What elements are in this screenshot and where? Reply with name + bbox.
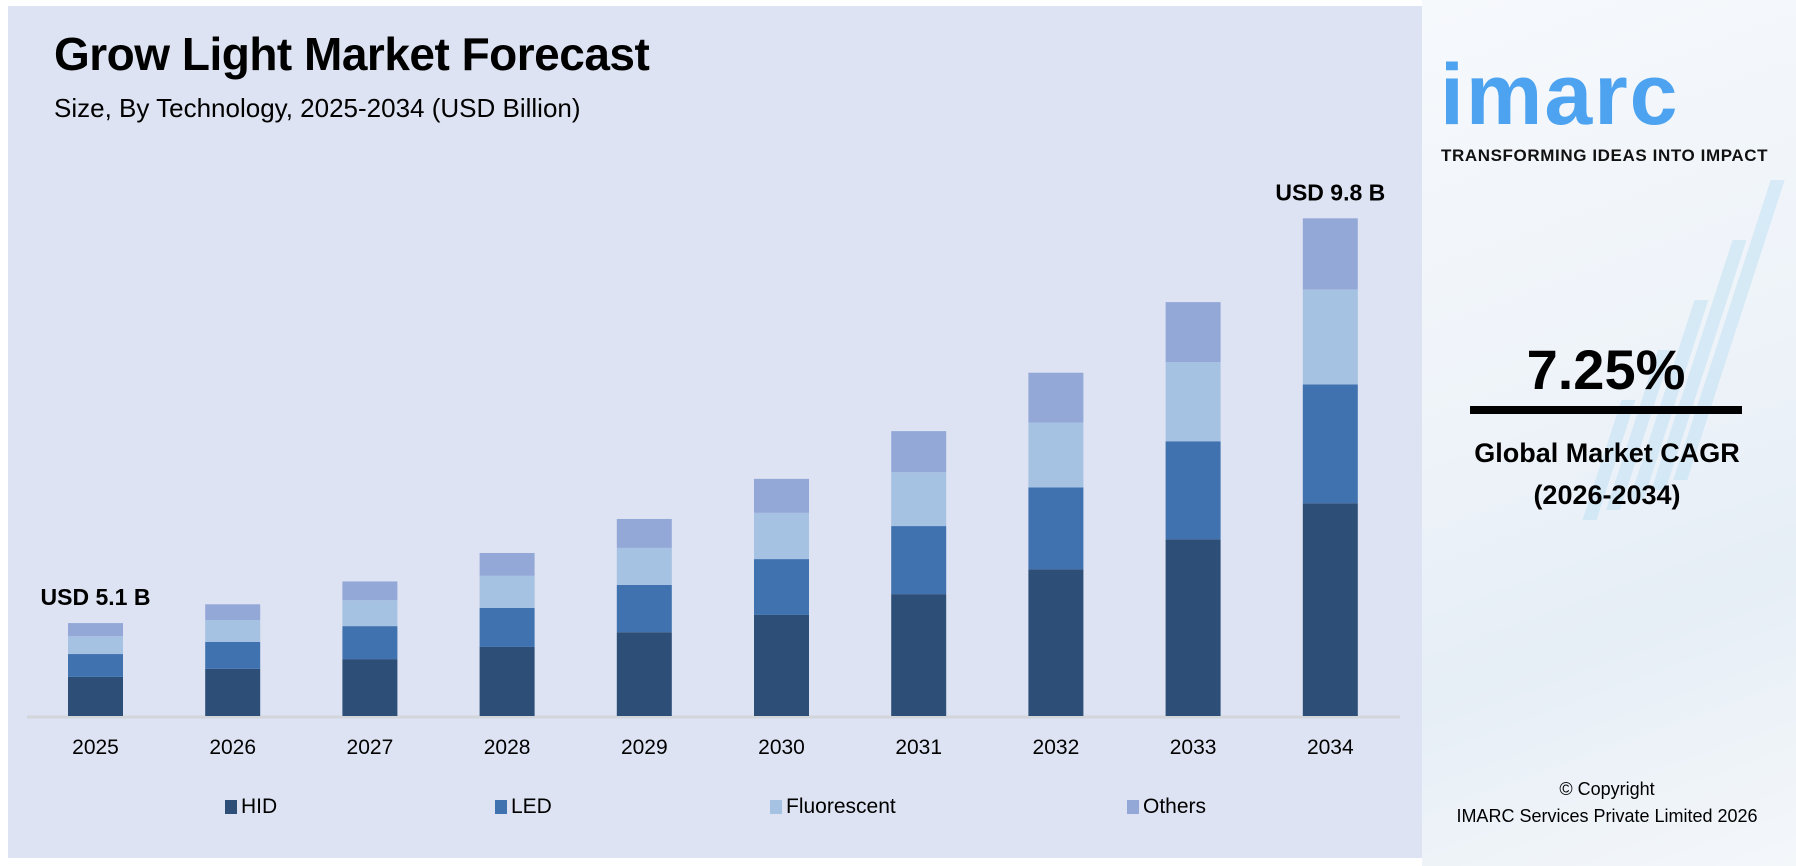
- bar-segment-others-2025: [68, 623, 123, 637]
- x-tick-label: 2032: [1033, 736, 1080, 759]
- bar-segment-others-2029: [616, 518, 672, 548]
- bar-segment-fluorescent-2026: [205, 620, 261, 642]
- bar-segment-fluorescent-2028: [479, 575, 535, 608]
- legend-item-hid: HID: [225, 795, 277, 819]
- bar-segment-hid-2030: [754, 614, 809, 716]
- chart-subtitle: Size, By Technology, 2025-2034 (USD Bill…: [54, 93, 581, 123]
- cagr-divider: [1470, 406, 1742, 414]
- total-value-label: USD 9.8 B: [1275, 179, 1385, 205]
- bar-segment-fluorescent-2033: [1165, 362, 1221, 442]
- bar-segment-others-2034: [1302, 218, 1358, 290]
- legend-item-others: Others: [1127, 795, 1206, 819]
- bar-segment-led-2034: [1302, 384, 1358, 504]
- bar-segment-hid-2032: [1028, 569, 1084, 716]
- imarc-logo: imarc: [1440, 47, 1680, 143]
- bar-segment-others-2028: [479, 552, 535, 576]
- x-tick-label: 2028: [484, 736, 531, 759]
- bar-segment-hid-2025: [68, 676, 123, 716]
- bar-segment-led-2027: [342, 626, 398, 660]
- bar-segment-fluorescent-2031: [891, 472, 947, 527]
- bar-segment-hid-2033: [1165, 539, 1221, 716]
- bar-segment-led-2025: [68, 654, 123, 677]
- bar-segment-fluorescent-2034: [1302, 289, 1358, 385]
- cagr-value: 7.25%: [1526, 338, 1686, 401]
- bar-segment-fluorescent-2025: [68, 636, 123, 655]
- legend-swatch-hid: [225, 800, 237, 814]
- x-tick-label: 2026: [209, 736, 256, 759]
- bar-segment-hid-2031: [891, 594, 947, 716]
- bar-segment-led-2029: [616, 584, 672, 633]
- bar-segment-hid-2027: [342, 659, 398, 716]
- bar-segment-others-2027: [342, 581, 398, 601]
- legend-swatch-fluorescent: [770, 800, 782, 814]
- x-tick-label: 2034: [1307, 736, 1354, 759]
- x-tick-label: 2029: [621, 736, 668, 759]
- legend-item-led: LED: [495, 795, 552, 819]
- bar-segment-hid-2028: [479, 646, 535, 716]
- bar-segment-led-2028: [479, 607, 535, 647]
- cagr-period: (2026-2034): [1533, 480, 1681, 510]
- bar-segment-hid-2034: [1302, 503, 1358, 716]
- bar-segment-hid-2029: [616, 632, 672, 716]
- copyright-line1: © Copyright: [1559, 779, 1655, 799]
- bar-segment-others-2026: [205, 604, 261, 621]
- legend-item-fluorescent: Fluorescent: [770, 795, 896, 819]
- x-tick-label: 2027: [347, 736, 394, 759]
- x-tick-label: 2033: [1170, 736, 1217, 759]
- legend-label-hid: HID: [241, 795, 278, 818]
- bar-segment-fluorescent-2027: [342, 600, 398, 627]
- side-panel: [1422, 0, 1796, 866]
- x-tick-label: 2031: [895, 736, 942, 759]
- legend-swatch-led: [495, 800, 507, 814]
- x-tick-label: 2030: [758, 736, 805, 759]
- total-value-label: USD 5.1 B: [41, 584, 151, 610]
- legend-label-others: Others: [1143, 795, 1207, 818]
- bar-segment-fluorescent-2032: [1028, 422, 1084, 488]
- cagr-label: Global Market CAGR: [1474, 438, 1740, 468]
- bar-segment-hid-2026: [205, 668, 261, 716]
- bar-segment-led-2033: [1165, 441, 1221, 540]
- legend-swatch-others: [1127, 800, 1139, 814]
- stacked-bar-chart: 2025 2026 2027 2028 2029 2030 2031 2032 2033 2034…: [27, 179, 1400, 759]
- bar-segment-others-2030: [754, 478, 809, 513]
- x-tick-label: 2025: [72, 736, 119, 759]
- bar-segment-led-2030: [754, 559, 809, 615]
- bar-segment-fluorescent-2029: [616, 547, 672, 585]
- bar-segment-others-2033: [1165, 302, 1221, 363]
- bar-segment-others-2031: [891, 431, 947, 473]
- chart-title: Grow Light Market Forecast: [54, 28, 650, 80]
- bar-segment-led-2031: [891, 526, 947, 595]
- brand-tagline: TRANSFORMING IDEAS INTO IMPACT: [1441, 146, 1769, 165]
- bar-segment-fluorescent-2030: [754, 512, 809, 560]
- bar-segment-led-2032: [1028, 487, 1084, 570]
- bar-segment-led-2026: [205, 641, 261, 669]
- legend-label-led: LED: [511, 795, 552, 818]
- legend-label-fluorescent: Fluorescent: [786, 795, 896, 818]
- bar-segment-others-2032: [1028, 372, 1084, 423]
- copyright-line2: IMARC Services Private Limited 2026: [1456, 806, 1758, 826]
